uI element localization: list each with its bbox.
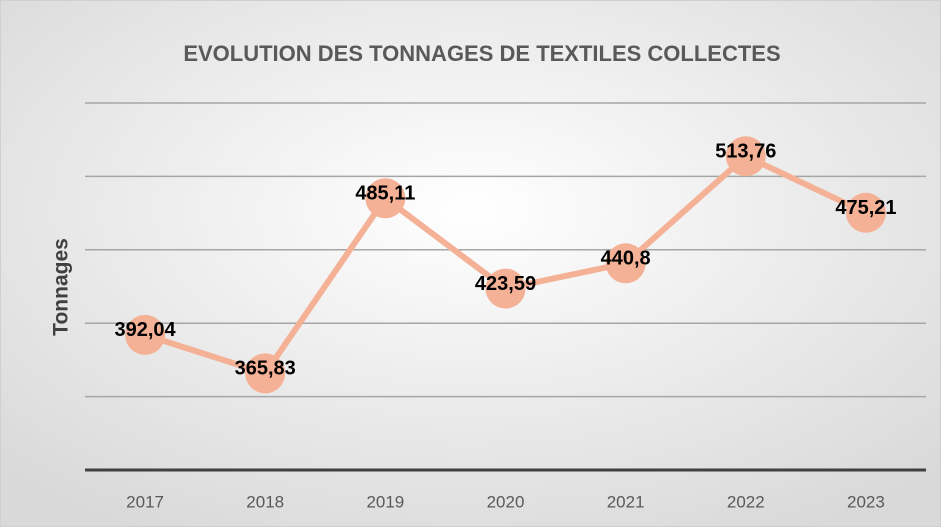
data-label: 440,8 <box>601 248 651 270</box>
x-tick-label: 2017 <box>126 492 164 511</box>
chart-title: EVOLUTION DES TONNAGES DE TEXTILES COLLE… <box>183 41 780 66</box>
data-point <box>365 178 406 219</box>
data-label: 485,11 <box>355 183 415 205</box>
data-point <box>605 243 646 284</box>
y-axis-label: Tonnages <box>50 238 73 336</box>
data-point <box>125 314 166 355</box>
data-point <box>245 353 286 394</box>
data-point <box>725 136 766 177</box>
data-label: 423,59 <box>475 273 536 295</box>
x-tick-label: 2018 <box>246 492 284 511</box>
x-tick-label: 2019 <box>366 492 404 511</box>
data-point <box>845 192 886 233</box>
x-tick-label: 2021 <box>607 492 645 511</box>
x-tick-label: 2020 <box>487 492 525 511</box>
data-point <box>485 268 526 309</box>
data-label: 475,21 <box>835 197 896 219</box>
data-label: 392,04 <box>114 319 176 341</box>
data-label: 365,83 <box>235 358 296 380</box>
data-label: 513,76 <box>715 140 776 162</box>
x-tick-label: 2023 <box>847 492 885 511</box>
x-tick-label: 2022 <box>727 492 765 511</box>
